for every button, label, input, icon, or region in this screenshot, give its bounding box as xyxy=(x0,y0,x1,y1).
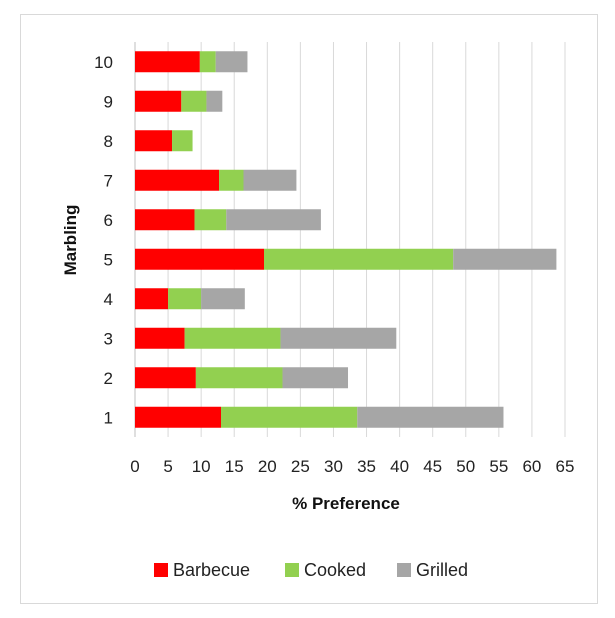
bar-barbecue-10 xyxy=(135,51,200,73)
x-tick-label: 45 xyxy=(423,457,442,476)
x-tick-label: 65 xyxy=(556,457,575,476)
x-tick-labels: 0 5 10 15 20 25 30 35 40 45 50 55 60 65 xyxy=(130,457,574,476)
bar-grilled-9 xyxy=(206,90,223,112)
bar-barbecue-6 xyxy=(135,209,195,231)
y-tick-label: 2 xyxy=(104,369,113,388)
bar-grilled-7 xyxy=(243,169,297,191)
bar-cooked-8 xyxy=(172,130,193,152)
bar-grilled-2 xyxy=(282,367,349,389)
bar-barbecue-8 xyxy=(135,130,173,152)
bar-grilled-1 xyxy=(357,406,504,428)
bar-cooked-9 xyxy=(181,90,207,112)
x-tick-label: 20 xyxy=(258,457,277,476)
bar-cooked-6 xyxy=(194,209,227,231)
bar-barbecue-9 xyxy=(135,90,182,112)
x-tick-label: 5 xyxy=(163,457,172,476)
legend-swatch-cooked xyxy=(285,563,299,577)
x-tick-label: 15 xyxy=(225,457,244,476)
y-tick-label: 7 xyxy=(104,171,113,190)
legend-label-barbecue: Barbecue xyxy=(173,560,250,580)
x-tick-label: 60 xyxy=(522,457,541,476)
y-tick-label: 3 xyxy=(104,329,113,348)
bar-cooked-5 xyxy=(264,248,454,270)
bar-grilled-6 xyxy=(226,209,321,231)
bar-barbecue-7 xyxy=(135,169,220,191)
bar-barbecue-5 xyxy=(135,248,264,270)
bars xyxy=(135,51,557,428)
x-tick-label: 30 xyxy=(324,457,343,476)
y-tick-labels: 1 2 3 4 5 6 7 8 9 10 xyxy=(94,53,113,428)
bar-barbecue-3 xyxy=(135,327,185,349)
x-tick-label: 50 xyxy=(456,457,475,476)
x-tick-label: 10 xyxy=(192,457,211,476)
bar-grilled-5 xyxy=(453,248,557,270)
y-tick-label: 1 xyxy=(104,408,113,427)
bar-grilled-3 xyxy=(280,327,397,349)
bar-cooked-7 xyxy=(219,169,244,191)
bar-grilled-4 xyxy=(201,288,245,310)
bar-cooked-1 xyxy=(221,406,358,428)
bar-cooked-2 xyxy=(195,367,283,389)
x-tick-label: 0 xyxy=(130,457,139,476)
legend: Barbecue Cooked Grilled xyxy=(154,560,468,580)
x-axis-title: % Preference xyxy=(292,494,400,513)
y-axis-title: Marbling xyxy=(61,205,80,276)
x-tick-label: 25 xyxy=(291,457,310,476)
y-tick-label: 5 xyxy=(104,250,113,269)
bar-barbecue-1 xyxy=(135,406,221,428)
legend-swatch-grilled xyxy=(397,563,411,577)
x-tick-label: 40 xyxy=(390,457,409,476)
bar-cooked-4 xyxy=(168,288,202,310)
y-tick-label: 9 xyxy=(104,92,113,111)
y-tick-label: 6 xyxy=(104,211,113,230)
x-tick-label: 35 xyxy=(357,457,376,476)
legend-swatch-barbecue xyxy=(154,563,168,577)
y-tick-label: 10 xyxy=(94,53,113,72)
legend-label-cooked: Cooked xyxy=(304,560,366,580)
chart-frame xyxy=(20,14,598,604)
bar-cooked-10 xyxy=(199,51,216,73)
bar-barbecue-4 xyxy=(135,288,169,310)
bar-cooked-3 xyxy=(184,327,281,349)
y-tick-label: 4 xyxy=(104,290,113,309)
legend-label-grilled: Grilled xyxy=(416,560,468,580)
y-tick-label: 8 xyxy=(104,132,113,151)
x-tick-label: 55 xyxy=(489,457,508,476)
bar-barbecue-2 xyxy=(135,367,196,389)
bar-grilled-10 xyxy=(215,51,248,73)
